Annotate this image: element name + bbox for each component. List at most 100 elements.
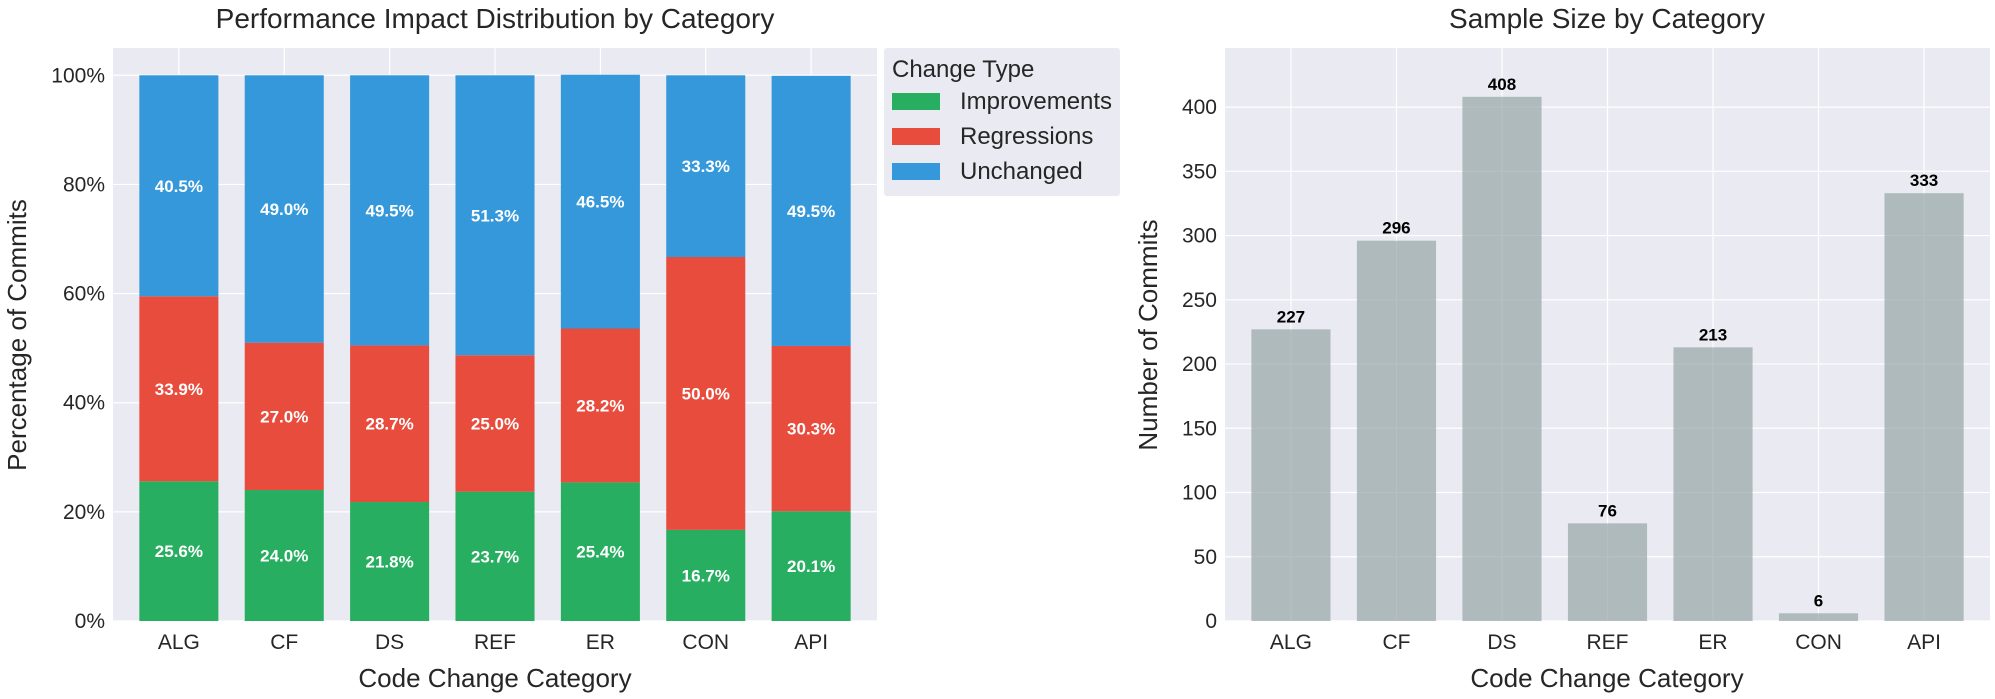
data-label: 49.5% — [787, 202, 835, 221]
legend-box — [884, 48, 1120, 196]
bar-ref — [1567, 523, 1648, 621]
bar-improvements-con — [666, 529, 746, 621]
right-x-tick-label: CF — [1382, 631, 1410, 654]
right-y-tick-label: 100 — [1182, 482, 1217, 505]
right-x-axis-label: Code Change Category — [1470, 663, 1743, 693]
right-y-ticks: 0 50 100 150 200 250 300 350 400 — [1182, 96, 1217, 633]
data-label: 28.7% — [366, 415, 414, 434]
left-y-axis-label: Percentage of Commits — [2, 199, 32, 471]
right-chart: Sample Size by Category 227 296 408 76 213 6 3… — [1133, 3, 1990, 693]
left-x-tick-label: ALG — [158, 631, 200, 654]
data-label: 6 — [1814, 591, 1823, 610]
right-x-tick-label: CON — [1795, 631, 1842, 654]
data-label: 25.4% — [576, 543, 624, 562]
data-label: 25.6% — [155, 542, 203, 561]
left-data-labels: 25.6% 33.9% 40.5% 24.0% 27.0% 49.0% 21.8% 28.7%… — [155, 157, 835, 585]
left-y-tick-label: 100% — [51, 64, 105, 87]
data-label: 24.0% — [260, 547, 308, 566]
bar-regressions-ds — [350, 345, 430, 503]
bar-alg — [1251, 329, 1331, 621]
data-label: 23.7% — [471, 547, 519, 566]
bar-unchanged-api — [771, 75, 851, 346]
data-label: 25.0% — [471, 414, 519, 433]
left-chart: Performance Impact Distribution by Categ… — [2, 3, 1120, 693]
bar-unchanged-er — [560, 74, 640, 329]
right-x-tick-label: ER — [1698, 631, 1727, 654]
data-label: 51.3% — [471, 206, 519, 225]
bar-regressions-er — [560, 328, 640, 483]
bar-improvements-api — [771, 511, 851, 621]
left-y-tick-label: 20% — [63, 501, 105, 524]
data-label: 16.7% — [682, 566, 730, 585]
bar-unchanged-cf — [244, 75, 324, 343]
left-x-tick-label: DS — [375, 631, 404, 654]
legend: Change Type Improvements Regressions Uncha… — [884, 48, 1120, 196]
right-bars — [1251, 96, 1964, 622]
right-data-labels: 227 296 408 76 213 6 333 — [1277, 75, 1938, 610]
right-y-tick-label: 350 — [1182, 160, 1217, 183]
data-label: 40.5% — [155, 177, 203, 196]
left-x-tick-label: API — [794, 631, 828, 654]
right-y-tick-label: 150 — [1182, 417, 1217, 440]
data-label: 20.1% — [787, 557, 835, 576]
bar-con — [1778, 613, 1859, 621]
legend-label-improvements: Improvements — [960, 88, 1112, 115]
bar-ds — [1462, 96, 1542, 622]
bar-regressions-cf — [244, 342, 324, 491]
right-chart-title: Sample Size by Category — [1449, 3, 1765, 34]
left-x-axis-label: Code Change Category — [358, 663, 631, 693]
data-label: 408 — [1488, 75, 1516, 94]
bar-cf — [1356, 240, 1437, 621]
data-label: 49.0% — [260, 200, 308, 219]
left-x-tick-label: REF — [474, 631, 516, 654]
data-label: 33.3% — [682, 157, 730, 176]
bar-regressions-con — [666, 257, 746, 530]
left-x-ticks: ALG CF DS REF ER CON API — [158, 631, 828, 654]
bar-unchanged-ds — [350, 75, 430, 346]
left-y-tick-label: 40% — [63, 392, 105, 415]
data-label: 30.3% — [787, 420, 835, 439]
data-label: 33.9% — [155, 380, 203, 399]
data-label: 46.5% — [576, 193, 624, 212]
bar-improvements-alg — [139, 481, 219, 621]
data-label: 227 — [1277, 307, 1305, 326]
right-y-tick-label: 300 — [1182, 225, 1217, 248]
data-label: 333 — [1910, 171, 1938, 190]
left-y-tick-label: 0% — [75, 610, 105, 633]
data-label: 27.0% — [260, 407, 308, 426]
data-label: 296 — [1382, 219, 1410, 238]
bar-unchanged-ref — [455, 75, 535, 356]
right-y-axis-label: Number of Commits — [1133, 219, 1163, 450]
left-x-tick-label: ER — [586, 631, 615, 654]
bar-improvements-er — [560, 482, 640, 621]
right-y-tick-label: 0 — [1205, 610, 1217, 633]
legend-label-regressions: Regressions — [960, 123, 1093, 150]
left-y-tick-label: 60% — [63, 283, 105, 306]
bar-regressions-ref — [455, 355, 535, 492]
legend-entries: Improvements Regressions Unchanged — [892, 88, 1112, 185]
right-y-tick-label: 250 — [1182, 289, 1217, 312]
bar-regressions-api — [771, 345, 851, 512]
data-label: 213 — [1699, 325, 1727, 344]
left-x-tick-label: CON — [682, 631, 729, 654]
bar-er — [1673, 347, 1753, 621]
bar-improvements-ref — [455, 491, 535, 621]
data-label: 76 — [1598, 501, 1617, 520]
legend-swatch-unchanged — [892, 163, 940, 180]
data-label: 28.2% — [576, 396, 624, 415]
data-label: 50.0% — [682, 384, 730, 403]
right-y-tick-label: 200 — [1182, 353, 1217, 376]
legend-swatch-improvements — [892, 93, 940, 110]
left-bars — [139, 74, 851, 621]
legend-title: Change Type — [892, 56, 1034, 83]
left-chart-title: Performance Impact Distribution by Categ… — [216, 3, 775, 34]
data-label: 49.5% — [366, 201, 414, 220]
legend-label-unchanged: Unchanged — [960, 158, 1083, 185]
right-x-tick-label: API — [1907, 631, 1941, 654]
bar-improvements-cf — [244, 490, 324, 621]
bar-api — [1884, 193, 1964, 621]
bar-improvements-ds — [350, 502, 430, 621]
bar-regressions-alg — [139, 296, 219, 482]
left-y-ticks: 0% 20% 40% 60% 80% 100% — [51, 64, 105, 633]
